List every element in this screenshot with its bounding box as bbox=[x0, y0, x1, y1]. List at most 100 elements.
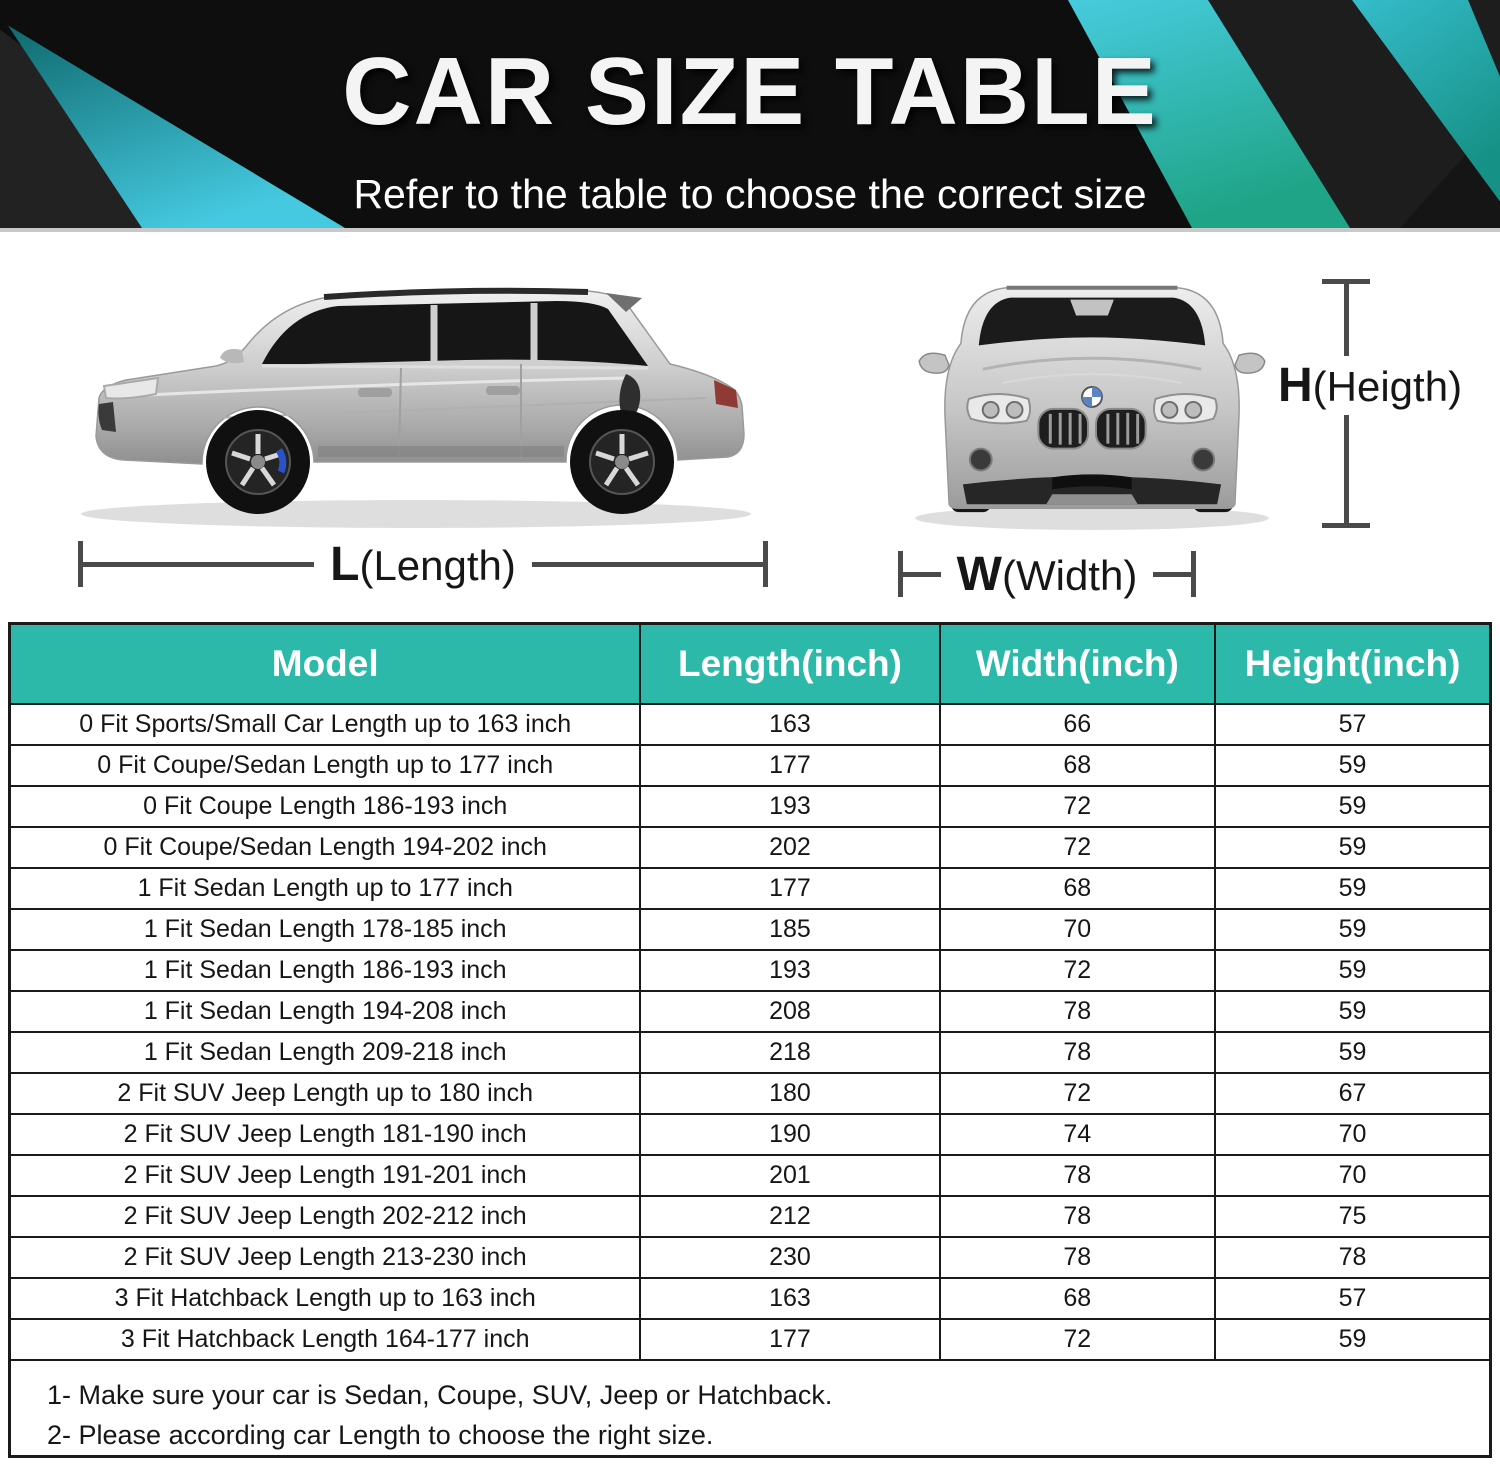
header-width: Width(inch) bbox=[938, 622, 1217, 705]
height-cell: 57 bbox=[1214, 1276, 1492, 1320]
model-cell: 0 Fit Coupe/Sedan Length 194-202 inch bbox=[8, 825, 642, 869]
height-cell: 59 bbox=[1214, 1030, 1492, 1074]
rear-wheel bbox=[570, 410, 674, 514]
width-dimension-label: W(Width) bbox=[941, 547, 1154, 602]
table-row: 2 Fit SUV Jeep Length 213-230 inch 230 7… bbox=[8, 1235, 1492, 1279]
width-line-left-segment bbox=[903, 571, 941, 577]
model-cell: 2 Fit SUV Jeep Length 202-212 inch bbox=[8, 1194, 642, 1238]
length-cell: 218 bbox=[639, 1030, 941, 1074]
width-cell: 72 bbox=[938, 825, 1217, 869]
length-left-tick bbox=[78, 541, 83, 587]
table-row: 2 Fit SUV Jeep Length up to 180 inch 180… bbox=[8, 1071, 1492, 1115]
length-cell: 180 bbox=[639, 1071, 941, 1115]
model-cell: 1 Fit Sedan Length 186-193 inch bbox=[8, 948, 642, 992]
length-right-tick bbox=[763, 541, 769, 587]
height-cell: 59 bbox=[1214, 743, 1492, 787]
model-cell: 0 Fit Coupe/Sedan Length up to 177 inch bbox=[8, 743, 642, 787]
length-line-left-segment bbox=[83, 561, 315, 567]
banner-accent-graphics bbox=[0, 0, 1500, 228]
width-cell: 78 bbox=[938, 1235, 1217, 1279]
banner-corner-teal-stripe bbox=[1352, 0, 1500, 202]
table-row: 2 Fit SUV Jeep Length 191-201 inch 201 7… bbox=[8, 1153, 1492, 1197]
width-cell: 68 bbox=[938, 1276, 1217, 1320]
length-cell: 208 bbox=[639, 989, 941, 1033]
length-cell: 202 bbox=[639, 825, 941, 869]
height-dimension-label: H(Heigth) bbox=[1268, 356, 1473, 415]
model-cell: 1 Fit Sedan Length 209-218 inch bbox=[8, 1030, 642, 1074]
table-notes-row: 1- Make sure your car is Sedan, Coupe, S… bbox=[8, 1358, 1492, 1457]
size-table: Model Length(inch) Width(inch) Height(in… bbox=[8, 622, 1492, 1458]
width-cell: 68 bbox=[938, 743, 1217, 787]
page-subtitle: Refer to the table to choose the correct… bbox=[353, 171, 1147, 217]
length-cell: 163 bbox=[639, 1276, 941, 1320]
length-cell: 177 bbox=[639, 1317, 941, 1361]
height-word: (Heigth) bbox=[1312, 363, 1463, 410]
width-cell: 72 bbox=[938, 948, 1217, 992]
width-cell: 66 bbox=[938, 702, 1217, 746]
width-cell: 72 bbox=[938, 1317, 1217, 1361]
model-cell: 1 Fit Sedan Length 194-208 inch bbox=[8, 989, 642, 1033]
header-height: Height(inch) bbox=[1214, 622, 1492, 705]
table-row: 1 Fit Sedan Length 194-208 inch 208 78 5… bbox=[8, 989, 1492, 1033]
table-row: 0 Fit Coupe/Sedan Length up to 177 inch … bbox=[8, 743, 1492, 787]
table-row: 3 Fit Hatchback Length up to 163 inch 16… bbox=[8, 1276, 1492, 1320]
length-dimension-line: L(Length) bbox=[78, 538, 769, 591]
height-cell: 59 bbox=[1214, 989, 1492, 1033]
header-length: Length(inch) bbox=[639, 622, 941, 705]
width-cell: 72 bbox=[938, 784, 1217, 828]
table-body: 0 Fit Sports/Small Car Length up to 163 … bbox=[8, 702, 1492, 1361]
length-cell: 185 bbox=[639, 907, 941, 951]
model-cell: 2 Fit SUV Jeep Length up to 180 inch bbox=[8, 1071, 642, 1115]
banner-right-teal-stripe bbox=[1068, 0, 1350, 228]
table-row: 0 Fit Coupe/Sedan Length 194-202 inch 20… bbox=[8, 825, 1492, 869]
height-cell: 75 bbox=[1214, 1194, 1492, 1238]
table-notes: 1- Make sure your car is Sedan, Coupe, S… bbox=[8, 1358, 1492, 1457]
width-cell: 78 bbox=[938, 989, 1217, 1033]
note-1: 1- Make sure your car is Sedan, Coupe, S… bbox=[47, 1379, 833, 1410]
length-cell: 193 bbox=[639, 784, 941, 828]
length-cell: 212 bbox=[639, 1194, 941, 1238]
width-word: (Width) bbox=[1001, 551, 1138, 599]
length-cell: 230 bbox=[639, 1235, 941, 1279]
height-cell: 59 bbox=[1214, 784, 1492, 828]
model-cell: 0 Fit Sports/Small Car Length up to 163 … bbox=[8, 702, 642, 746]
width-cell: 72 bbox=[938, 1071, 1217, 1115]
width-dimension-line: W(Width) bbox=[898, 548, 1196, 601]
kidney-grille bbox=[1037, 407, 1147, 450]
height-letter: H bbox=[1278, 359, 1313, 412]
table-row: 3 Fit Hatchback Length 164-177 inch 177 … bbox=[8, 1317, 1492, 1361]
width-cell: 78 bbox=[938, 1153, 1217, 1197]
car-side-view-image bbox=[81, 287, 751, 528]
model-cell: 2 Fit SUV Jeep Length 181-190 inch bbox=[8, 1112, 642, 1156]
height-cell: 78 bbox=[1214, 1235, 1492, 1279]
table-row: 1 Fit Sedan Length 178-185 inch 185 70 5… bbox=[8, 907, 1492, 951]
model-cell: 3 Fit Hatchback Length 164-177 inch bbox=[8, 1317, 642, 1361]
height-cell: 59 bbox=[1214, 1317, 1492, 1361]
height-cell: 59 bbox=[1214, 948, 1492, 992]
height-cell: 59 bbox=[1214, 866, 1492, 910]
model-cell: 3 Fit Hatchback Length up to 163 inch bbox=[8, 1276, 642, 1320]
width-cell: 78 bbox=[938, 1030, 1217, 1074]
model-cell: 1 Fit Sedan Length 178-185 inch bbox=[8, 907, 642, 951]
width-cell: 68 bbox=[938, 866, 1217, 910]
height-top-tick bbox=[1322, 279, 1370, 284]
front-wheel bbox=[206, 410, 310, 514]
length-cell: 201 bbox=[639, 1153, 941, 1197]
model-cell: 1 Fit Sedan Length up to 177 inch bbox=[8, 866, 642, 910]
model-cell: 2 Fit SUV Jeep Length 213-230 inch bbox=[8, 1235, 642, 1279]
height-cell: 67 bbox=[1214, 1071, 1492, 1115]
width-cell: 70 bbox=[938, 907, 1217, 951]
height-cell: 70 bbox=[1214, 1153, 1492, 1197]
car-front-view-image bbox=[915, 285, 1269, 531]
table-row: 2 Fit SUV Jeep Length 181-190 inch 190 7… bbox=[8, 1112, 1492, 1156]
width-left-tick bbox=[898, 551, 903, 597]
length-cell: 177 bbox=[639, 743, 941, 787]
model-cell: 0 Fit Coupe Length 186-193 inch bbox=[8, 784, 642, 828]
width-cell: 74 bbox=[938, 1112, 1217, 1156]
height-cell: 57 bbox=[1214, 702, 1492, 746]
length-cell: 177 bbox=[639, 866, 941, 910]
table-row: 2 Fit SUV Jeep Length 202-212 inch 212 7… bbox=[8, 1194, 1492, 1238]
page-title: CAR SIZE TABLE bbox=[342, 38, 1158, 145]
width-line-right-segment bbox=[1153, 571, 1191, 577]
width-right-tick bbox=[1191, 551, 1196, 597]
